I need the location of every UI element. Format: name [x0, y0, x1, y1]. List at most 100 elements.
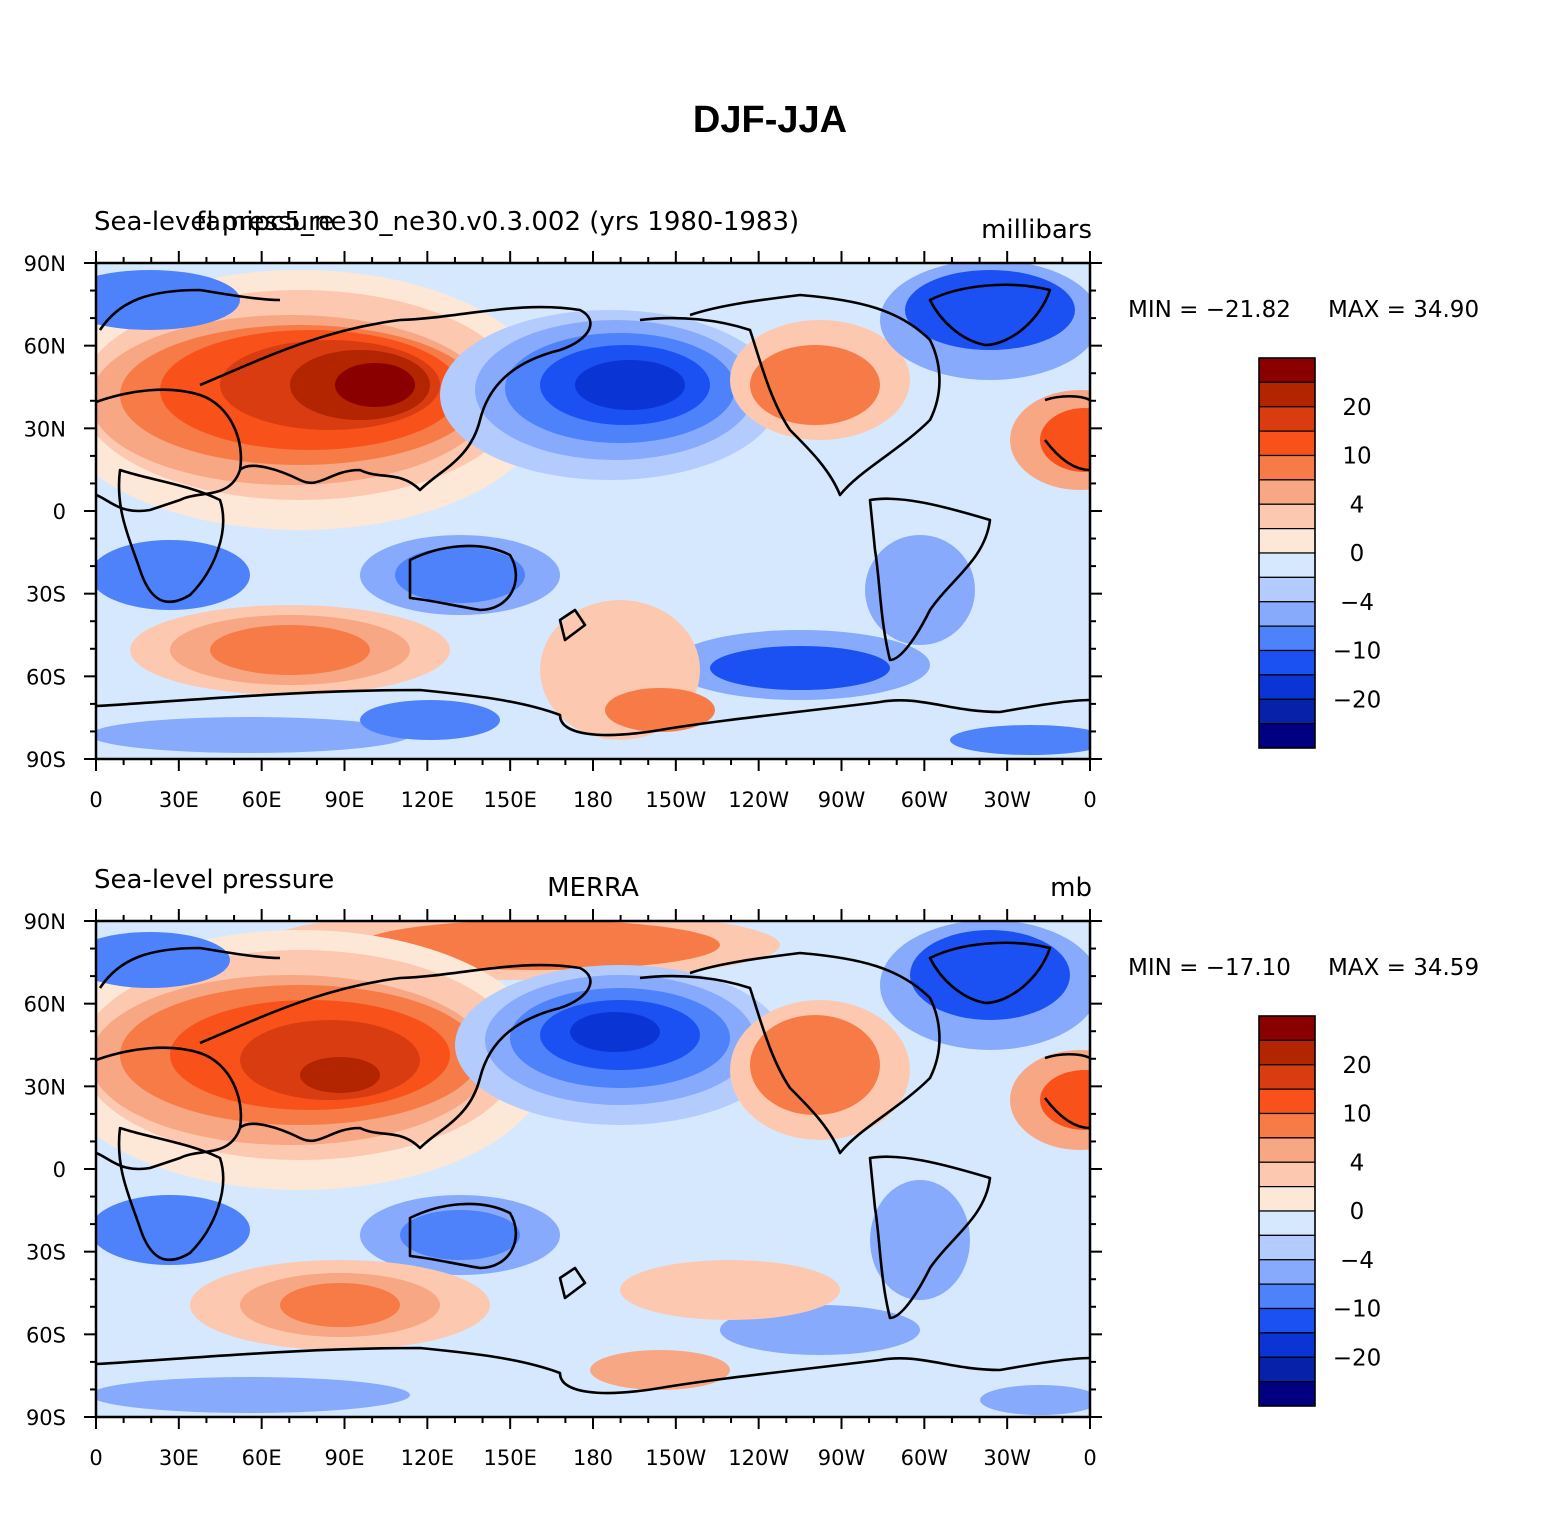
- coastline-greenland: [928, 283, 1052, 347]
- coastlines: [96, 283, 1090, 737]
- colorbar-swatch: [1258, 1259, 1316, 1285]
- field-contour: [96, 1195, 250, 1265]
- panel-case-label: MERRA: [547, 873, 639, 903]
- coastline-south-america: [868, 497, 992, 662]
- colorbar-label: 10: [1342, 1102, 1371, 1128]
- colorbar-swatch: [1258, 528, 1316, 554]
- colorbar-label: −20: [1333, 687, 1382, 713]
- field-contour: [400, 1210, 520, 1260]
- colorbar-label: −4: [1340, 590, 1374, 616]
- coastlines: [96, 941, 1090, 1395]
- colorbar-label: 10: [1342, 444, 1371, 470]
- coastline-eurasia: [199, 963, 592, 1150]
- map-field: [96, 263, 1090, 759]
- field-contour: [865, 535, 975, 645]
- x-tick-label: 30W: [983, 788, 1031, 812]
- coastline-iberia-africa: [1043, 394, 1090, 472]
- x-tick-label: 90E: [325, 1446, 365, 1470]
- x-tick-label: 0: [89, 788, 102, 812]
- figure-title: DJF-JJA: [693, 99, 847, 141]
- coastline-africa-north: [96, 388, 243, 513]
- coastline-africa: [117, 468, 225, 604]
- field-contour: [605, 688, 715, 732]
- x-tick-label: 90E: [325, 788, 365, 812]
- colorbar-swatch: [1258, 406, 1316, 432]
- field-contour: [710, 646, 890, 690]
- y-tick-label: 90N: [24, 252, 66, 276]
- x-tick-label: 90W: [818, 788, 866, 812]
- colorbar: 20 10 4 0 −4 −10 −20: [1258, 1015, 1382, 1407]
- field-contour: [210, 625, 370, 675]
- x-tick-label: 120E: [401, 1446, 454, 1470]
- y-tick-label: 60N: [24, 993, 66, 1017]
- y-tick-label: 60S: [26, 665, 66, 689]
- colorbar-swatch: [1258, 1064, 1316, 1090]
- colorbar-label: −4: [1340, 1248, 1374, 1274]
- y-tick-label: 0: [53, 500, 66, 524]
- colorbar-label: 4: [1350, 492, 1365, 518]
- y-tick-label: 90S: [26, 748, 66, 772]
- colorbar-label: −10: [1333, 639, 1382, 665]
- x-tick-label: 120E: [401, 788, 454, 812]
- field-contour: [300, 1057, 380, 1093]
- colorbar-label: −10: [1333, 1297, 1382, 1323]
- coastline-new-zealand: [558, 1266, 587, 1300]
- colorbar-swatch: [1258, 1332, 1316, 1358]
- coastline-south-america: [868, 1155, 992, 1320]
- field-contour: [1040, 1070, 1090, 1130]
- colorbar-swatch: [1258, 479, 1316, 505]
- x-tick-label: 0: [89, 1446, 102, 1470]
- coastline-greenland: [928, 941, 1052, 1005]
- y-tick-label: 30N: [24, 1075, 66, 1099]
- colorbar-swatch: [1258, 1161, 1316, 1188]
- colorbar-label: 20: [1342, 1053, 1371, 1079]
- coastline-iberia-africa: [1043, 1052, 1090, 1130]
- field-contour: [905, 270, 1075, 350]
- colorbar-swatch: [1258, 552, 1316, 578]
- field-contour: [590, 1350, 730, 1390]
- colorbar-swatch: [1258, 1307, 1316, 1334]
- field-contour: [750, 345, 880, 425]
- coastline-eurasia: [199, 305, 592, 492]
- max-value-label: MAX = 34.59: [1328, 955, 1479, 981]
- coastline-africa-north: [96, 1046, 243, 1171]
- colorbar-frame: [1258, 1015, 1316, 1407]
- colorbar-swatch: [1258, 503, 1316, 530]
- field-contour: [1040, 408, 1090, 472]
- panel-variable-label: Sea-level pressure: [94, 207, 334, 237]
- colorbar-swatch: [1258, 381, 1316, 408]
- colorbar-swatch: [1258, 1381, 1316, 1407]
- coastline-new-zealand: [558, 608, 587, 642]
- y-tick-label: 0: [53, 1158, 66, 1182]
- coastline-africa: [117, 1126, 225, 1262]
- field-contour: [575, 360, 685, 410]
- panel-units-label: millibars: [981, 215, 1092, 245]
- colorbar-swatch: [1258, 576, 1316, 603]
- coastline-antarctica: [96, 688, 1090, 737]
- colorbar-label: 0: [1350, 541, 1365, 567]
- x-tick-label: 90W: [818, 1446, 866, 1470]
- colorbar-swatch: [1258, 1112, 1316, 1139]
- coastline-australia: [408, 544, 518, 612]
- coastline-australia: [408, 1202, 518, 1270]
- axis-ticks: 0 30E 60E 90E 120E 150E 180 150W 120W 90W 60W 30W 09…: [24, 909, 1102, 1470]
- y-tick-label: 30S: [26, 1241, 66, 1265]
- colorbar-swatch: [1258, 649, 1316, 676]
- colorbar-label: 20: [1342, 395, 1371, 421]
- colorbar-swatch: [1258, 1210, 1316, 1236]
- colorbar-label: 4: [1350, 1150, 1365, 1176]
- colorbar-swatch: [1258, 1283, 1316, 1310]
- field-contour: [395, 547, 525, 603]
- x-tick-label: 30E: [159, 788, 199, 812]
- field-contour: [96, 1377, 410, 1413]
- field-contour: [620, 1260, 840, 1320]
- field-contour: [96, 270, 240, 330]
- field-contour: [360, 700, 500, 740]
- y-tick-label: 60S: [26, 1323, 66, 1347]
- colorbar-swatch: [1258, 601, 1316, 627]
- panel-obs: Sea-level pressure MERRA mb: [24, 865, 1480, 1470]
- map-field: [96, 921, 1090, 1417]
- colorbar-swatch: [1258, 454, 1316, 481]
- colorbar-swatch: [1258, 357, 1316, 383]
